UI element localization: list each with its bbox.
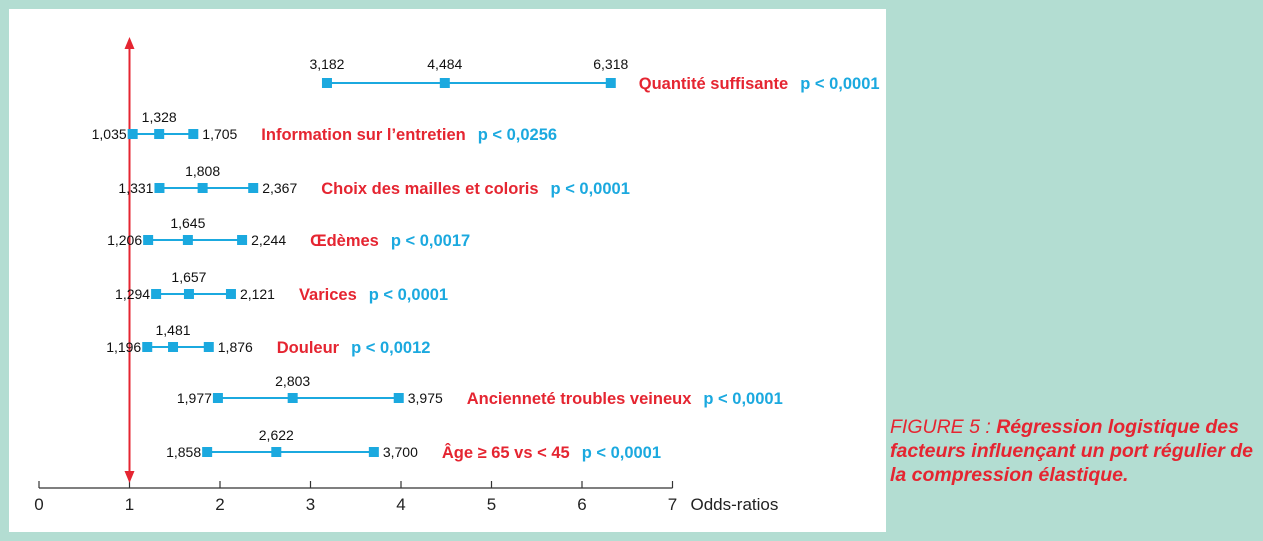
point-estimate-label: 2,803 [275, 373, 310, 389]
reference-arrow-bottom [124, 471, 135, 483]
ci-high-label: 3,975 [408, 390, 443, 406]
ci-low-marker [321, 78, 332, 88]
point-estimate-label: 1,328 [142, 109, 177, 125]
ci-low-label: 1,294 [115, 286, 150, 302]
point-estimate-label: 1,808 [185, 163, 220, 179]
ci-high-label: 2,121 [240, 286, 275, 302]
p-value-label: p < 0,0012 [351, 339, 430, 357]
ci-low-marker [151, 289, 162, 299]
ci-high-marker [225, 289, 236, 299]
x-axis-label: Odds-ratios [691, 495, 779, 514]
p-value-label: p < 0,0017 [391, 232, 470, 250]
ci-high-marker [605, 78, 616, 88]
point-estimate-label: 2,622 [259, 427, 294, 443]
x-tick-label: 5 [487, 495, 496, 514]
point-estimate-label: 1,645 [170, 215, 205, 231]
forest-plot: 0 1 2 3 4 5 6 7 Odds-ratios 3,182 4,484 6,318 Quanti… [34, 37, 880, 514]
ci-low-label: 1,858 [166, 444, 201, 460]
x-tick-label: 6 [577, 495, 586, 514]
ci-low-marker [127, 129, 138, 139]
ci-low-marker [212, 393, 223, 403]
point-estimate-marker [287, 393, 298, 403]
factor-label: Information sur l’entretien [261, 126, 465, 144]
ci-low-label: 1,977 [177, 390, 212, 406]
reference-arrow-top [124, 37, 135, 49]
p-value-label: p < 0,0001 [551, 180, 630, 198]
point-estimate-marker [168, 342, 179, 352]
factor-label: Varices [299, 286, 357, 304]
point-estimate-marker [271, 447, 282, 457]
point-estimate-label: 4,484 [427, 56, 462, 72]
point-estimate-marker [197, 183, 208, 193]
factor-label: Choix des mailles et coloris [321, 180, 538, 198]
factor-label: Âge ≥ 65 vs < 45 [442, 443, 570, 462]
ci-low-marker [154, 183, 165, 193]
point-estimate-label: 1,481 [156, 322, 191, 338]
ci-high-marker [393, 393, 404, 403]
ci-high-marker [368, 447, 379, 457]
ci-low-label: 1,206 [107, 232, 142, 248]
ci-high-label: 3,700 [383, 444, 418, 460]
point-estimate-marker [183, 289, 194, 299]
chart-panel: 0 1 2 3 4 5 6 7 Odds-ratios 3,182 4,484 6,318 Quanti… [9, 9, 886, 532]
x-tick-label: 2 [215, 495, 224, 514]
ci-high-label: 2,367 [262, 180, 297, 196]
ci-low-label: 1,331 [118, 180, 153, 196]
point-estimate-marker [154, 129, 165, 139]
ci-low-label: 3,182 [309, 56, 344, 72]
caption-label: FIGURE 5 : [890, 416, 991, 438]
ci-high-label: 6,318 [593, 56, 628, 72]
ci-high-marker [237, 235, 248, 245]
ci-low-marker [143, 235, 154, 245]
x-tick-label: 7 [668, 495, 677, 514]
ci-high-label: 1,876 [218, 339, 253, 355]
factor-label: Douleur [277, 339, 340, 357]
x-tick-label: 0 [34, 495, 43, 514]
point-estimate-marker [182, 235, 193, 245]
p-value-label: p < 0,0001 [800, 75, 879, 93]
p-value-label: p < 0,0001 [582, 444, 661, 462]
p-value-label: p < 0,0001 [369, 286, 448, 304]
point-estimate-label: 1,657 [171, 269, 206, 285]
ci-low-marker [202, 447, 213, 457]
p-value-label: p < 0,0001 [703, 390, 782, 408]
point-estimate-marker [439, 78, 450, 88]
ci-low-label: 1,035 [92, 126, 127, 142]
x-tick-label: 3 [306, 495, 315, 514]
x-tick-label: 1 [125, 495, 134, 514]
ci-low-marker [142, 342, 153, 352]
ci-high-marker [188, 129, 199, 139]
factor-label: Quantité suffisante [639, 75, 788, 93]
ci-high-marker [203, 342, 214, 352]
p-value-label: p < 0,0256 [478, 126, 557, 144]
caption-text: Régression logistique des facteurs influ… [890, 416, 1253, 486]
ci-high-label: 1,705 [202, 126, 237, 142]
factor-label: Œdèmes [310, 232, 379, 250]
ci-high-label: 2,244 [251, 232, 286, 248]
factor-label: Ancienneté troubles veineux [467, 390, 692, 408]
x-tick-label: 4 [396, 495, 405, 514]
ci-high-marker [248, 183, 259, 193]
ci-low-label: 1,196 [106, 339, 141, 355]
figure-caption: FIGURE 5 : Régression logistique des fac… [890, 415, 1260, 487]
